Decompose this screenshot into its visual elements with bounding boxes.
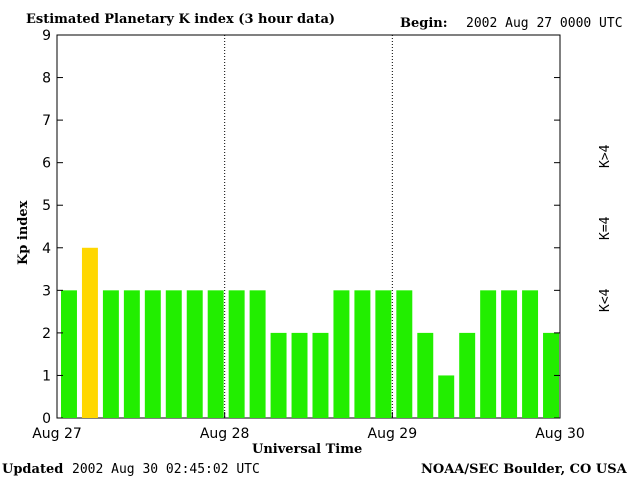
y-tick-label-6: 6 bbox=[42, 156, 51, 172]
plot-frame bbox=[56, 34, 561, 419]
bar-series bbox=[61, 247, 559, 418]
legend-high: K>4 bbox=[598, 144, 613, 168]
kp-bar-aug-27-15 bbox=[165, 290, 182, 418]
kp-bar-aug-27-06 bbox=[102, 290, 119, 418]
kp-bar-aug-28-06 bbox=[270, 332, 287, 418]
kp-bar-aug-29-15 bbox=[501, 290, 518, 418]
day-separators bbox=[224, 35, 393, 418]
kp-bar-aug-27-12 bbox=[144, 290, 161, 418]
kp-bar-aug-29-21 bbox=[543, 332, 559, 418]
updated-label: Updated bbox=[2, 462, 63, 477]
kp-bar-aug-28-15 bbox=[333, 290, 350, 418]
x-tick-label-aug-29: Aug 29 bbox=[368, 426, 418, 442]
kp-bar-aug-27-09 bbox=[123, 290, 140, 418]
kp-bar-aug-28-09 bbox=[291, 332, 308, 418]
kp-bar-aug-27-18 bbox=[186, 290, 203, 418]
x-tick-label-aug-27: Aug 27 bbox=[32, 426, 82, 442]
begin-label: Begin: bbox=[400, 16, 448, 31]
kp-bar-aug-29-03 bbox=[417, 332, 434, 418]
legend-low: K<4 bbox=[598, 288, 613, 312]
kp-bar-aug-27-21 bbox=[207, 290, 224, 418]
begin-value: 2002 Aug 27 0000 UTC bbox=[466, 16, 623, 31]
x-tick-label-aug-30: Aug 30 bbox=[535, 426, 585, 442]
y-axis-label: Kp index bbox=[16, 200, 31, 265]
kp-bar-aug-29-09 bbox=[459, 332, 476, 418]
kp-bar-aug-28-12 bbox=[312, 332, 329, 418]
x-tick-label-aug-28: Aug 28 bbox=[200, 426, 250, 442]
y-tick-label-8: 8 bbox=[42, 71, 51, 87]
y-tick-label-7: 7 bbox=[42, 113, 51, 129]
kp-bar-aug-27-00 bbox=[61, 290, 77, 418]
kp-bar-aug-28-00 bbox=[228, 290, 245, 418]
updated-value: 2002 Aug 30 02:45:02 UTC bbox=[72, 462, 260, 477]
kp-bar-aug-29-18 bbox=[522, 290, 539, 418]
chart-title: Estimated Planetary K index (3 hour data… bbox=[26, 12, 335, 27]
y-tick-label-5: 5 bbox=[42, 198, 51, 214]
legend-equal: K=4 bbox=[598, 216, 613, 240]
kp-bar-aug-29-06 bbox=[438, 375, 455, 418]
source-credit: NOAA/SEC Boulder, CO USA bbox=[421, 462, 628, 477]
kp-bar-aug-27-03 bbox=[81, 247, 98, 418]
y-tick-label-4: 4 bbox=[42, 241, 51, 257]
kp-bar-aug-29-12 bbox=[480, 290, 497, 418]
x-axis-label: Universal Time bbox=[252, 442, 362, 457]
kp-bar-aug-28-18 bbox=[354, 290, 371, 418]
kp-bar-aug-28-21 bbox=[375, 290, 392, 418]
kp-bar-aug-28-03 bbox=[249, 290, 266, 418]
y-tick-label-3: 3 bbox=[42, 283, 51, 299]
y-tick-label-2: 2 bbox=[42, 326, 51, 342]
y-axis-ticks: 0 1 2 3 4 5 6 7 8 9 bbox=[42, 28, 560, 427]
y-tick-label-1: 1 bbox=[42, 368, 51, 384]
y-tick-label-9: 9 bbox=[42, 28, 51, 44]
x-axis-ticks: Aug 27 Aug 28 Aug 29 Aug 30 bbox=[32, 412, 585, 442]
y-tick-label-0: 0 bbox=[42, 411, 51, 427]
kp-bar-aug-29-00 bbox=[396, 290, 413, 418]
